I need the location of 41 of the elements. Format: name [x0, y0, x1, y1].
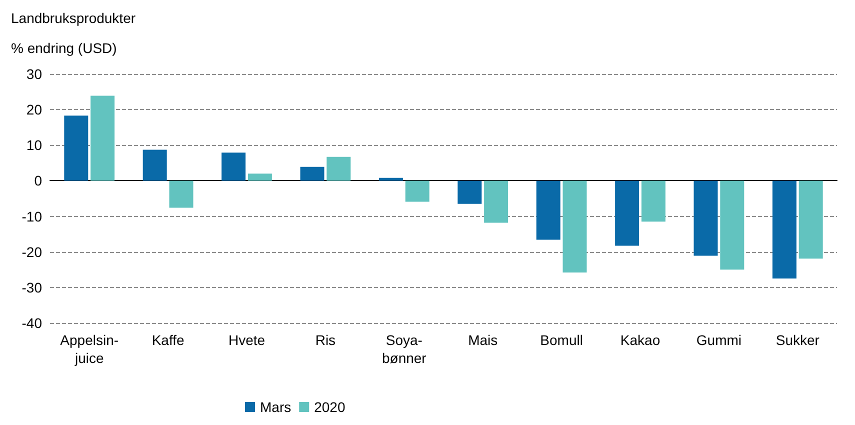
y-tick-label: -40 [22, 315, 42, 331]
bar [458, 180, 482, 204]
bar [484, 180, 508, 223]
x-tick-label: Sukker [776, 332, 820, 348]
bar [694, 180, 718, 256]
bar [562, 180, 587, 272]
bar [405, 180, 430, 202]
y-tick-label: 0 [34, 172, 42, 189]
y-tick-label: -30 [22, 279, 42, 296]
legend-label: 2020 [314, 399, 346, 415]
bar [142, 150, 167, 181]
x-tick-label: Appelsin- juice [60, 332, 119, 366]
bar [300, 166, 324, 181]
x-tick-label: Mais [468, 332, 498, 348]
legend-label: Mars [260, 399, 292, 415]
x-tick-label: Kaffe [152, 332, 184, 348]
y-tick-label: 30 [26, 66, 42, 82]
x-tick-label: Hvete [228, 332, 266, 348]
bar [169, 180, 194, 208]
x-tick-label: Soya- bønner [382, 332, 427, 366]
y-axis-title: % endring (USD) [11, 40, 117, 56]
bar [798, 180, 823, 259]
bar [248, 174, 272, 181]
x-tick-label: Gummi [696, 332, 742, 348]
chart-title: Landbruksprodukter [11, 10, 136, 26]
x-tick-label: Kakao [620, 332, 660, 348]
y-tick-label: 20 [26, 102, 42, 118]
y-tick-label: -20 [22, 244, 42, 260]
x-tick-label: Bomull [540, 332, 583, 348]
bar [772, 180, 796, 279]
bar [64, 116, 88, 181]
bar [720, 180, 744, 270]
bar [90, 96, 115, 181]
y-tick-label: -10 [22, 208, 42, 224]
bar [641, 180, 666, 222]
bar [536, 180, 560, 240]
y-tick-label: 10 [26, 137, 42, 154]
x-tick-label: Ris [315, 332, 336, 348]
bar [615, 180, 640, 246]
bar [222, 152, 246, 181]
bar [326, 156, 351, 181]
